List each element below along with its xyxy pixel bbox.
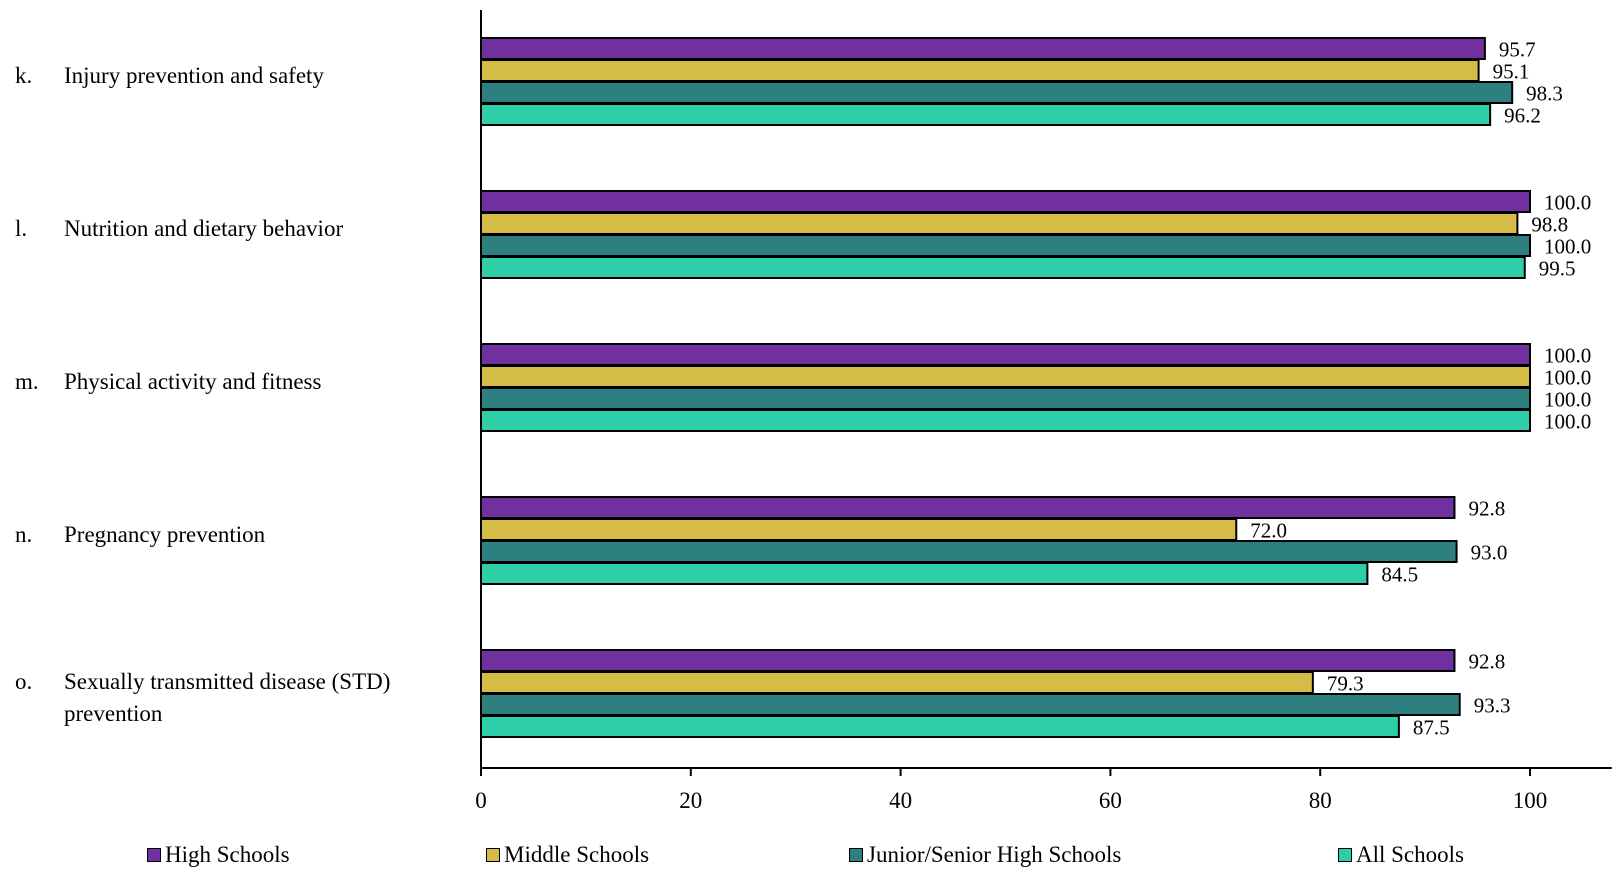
bar-junior-senior-high-schools <box>480 387 1531 410</box>
category-label: prevention <box>64 701 163 726</box>
category-letter: l. <box>15 216 27 241</box>
legend-item-middle-schools: Middle Schools <box>486 842 649 868</box>
bars <box>480 37 1531 738</box>
bar-middle-schools <box>480 365 1531 388</box>
data-label-all-schools: 87.5 <box>1413 716 1450 740</box>
legend-label-all-schools: All Schools <box>1356 842 1464 867</box>
category-label: Physical activity and fitness <box>64 369 321 394</box>
bar-middle-schools <box>480 212 1519 235</box>
data-label-junior-senior-high-schools: 100.0 <box>1544 388 1591 412</box>
bar-junior-senior-high-schools <box>480 81 1514 104</box>
data-label-all-schools: 84.5 <box>1381 563 1418 587</box>
legend-swatch-all-schools <box>1338 848 1352 862</box>
bar-junior-senior-high-schools <box>480 540 1458 563</box>
data-label-high-schools: 95.7 <box>1499 38 1536 62</box>
legend-item-all-schools: All Schools <box>1338 842 1464 868</box>
category-letter: m. <box>15 369 39 394</box>
legend-label-high-schools: High Schools <box>165 842 290 867</box>
legend-label-middle-schools: Middle Schools <box>504 842 650 867</box>
x-tick-label: 20 <box>679 788 702 813</box>
bar-junior-senior-high-schools <box>480 234 1531 257</box>
bar-middle-schools <box>480 59 1480 82</box>
value-labels: 95.795.198.396.2100.098.8100.099.5100.01… <box>1250 38 1591 740</box>
legend-swatch-middle-schools <box>486 848 500 862</box>
data-label-junior-senior-high-schools: 98.3 <box>1526 82 1563 106</box>
category-letter: n. <box>15 522 32 547</box>
data-label-all-schools: 96.2 <box>1504 104 1541 128</box>
data-label-junior-senior-high-schools: 93.0 <box>1471 541 1508 565</box>
data-label-middle-schools: 95.1 <box>1493 60 1530 84</box>
axes <box>480 10 1612 769</box>
data-label-junior-senior-high-schools: 93.3 <box>1474 694 1511 718</box>
data-label-middle-schools: 72.0 <box>1250 519 1287 543</box>
data-label-middle-schools: 79.3 <box>1327 672 1364 696</box>
bar-all-schools <box>480 562 1369 585</box>
bar-all-schools <box>480 715 1400 738</box>
x-tick-label: 0 <box>475 788 487 813</box>
bar-all-schools <box>480 256 1526 279</box>
x-tick-label: 80 <box>1309 788 1332 813</box>
x-axis-ticks: 0 20 40 60 80 100 <box>475 768 1547 813</box>
bar-middle-schools <box>480 518 1238 541</box>
bar-middle-schools <box>480 671 1314 694</box>
bar-high-schools <box>480 190 1531 213</box>
bar-junior-senior-high-schools <box>480 693 1461 716</box>
data-label-high-schools: 92.8 <box>1468 650 1505 674</box>
category-label: Nutrition and dietary behavior <box>64 216 343 241</box>
category-label: Sexually transmitted disease (STD) <box>64 669 390 694</box>
category-letter: o. <box>15 669 32 694</box>
x-tick-label: 40 <box>889 788 912 813</box>
bar-chart: k. Injury prevention and safety l. Nutritio… <box>15 10 1612 813</box>
legend-swatch-high-schools <box>147 848 161 862</box>
legend-item-junior-senior-high-schools: Junior/Senior High Schools <box>849 842 1121 868</box>
data-label-high-schools: 100.0 <box>1544 191 1591 215</box>
x-tick-label: 100 <box>1513 788 1548 813</box>
x-tick-label: 60 <box>1099 788 1122 813</box>
legend-swatch-junior-senior-high-schools <box>849 848 863 862</box>
category-labels: k. Injury prevention and safety l. Nutritio… <box>15 63 390 726</box>
bar-high-schools <box>480 37 1486 60</box>
category-letter: k. <box>15 63 32 88</box>
legend-item-high-schools: High Schools <box>147 842 290 868</box>
legend: High Schools Middle Schools Junior/Senio… <box>0 842 1614 869</box>
category-label: Injury prevention and safety <box>64 63 324 88</box>
bar-high-schools <box>480 496 1456 519</box>
data-label-all-schools: 100.0 <box>1544 410 1591 434</box>
bar-high-schools <box>480 343 1531 366</box>
data-label-high-schools: 100.0 <box>1544 344 1591 368</box>
bar-all-schools <box>480 409 1531 432</box>
data-label-middle-schools: 98.8 <box>1531 213 1568 237</box>
legend-label-junior-senior-high-schools: Junior/Senior High Schools <box>867 842 1122 867</box>
bar-high-schools <box>480 649 1456 672</box>
data-label-middle-schools: 100.0 <box>1544 366 1591 390</box>
category-label: Pregnancy prevention <box>64 522 266 547</box>
data-label-all-schools: 99.5 <box>1539 257 1576 281</box>
bar-all-schools <box>480 103 1492 126</box>
data-label-high-schools: 92.8 <box>1468 497 1505 521</box>
data-label-junior-senior-high-schools: 100.0 <box>1544 235 1591 259</box>
